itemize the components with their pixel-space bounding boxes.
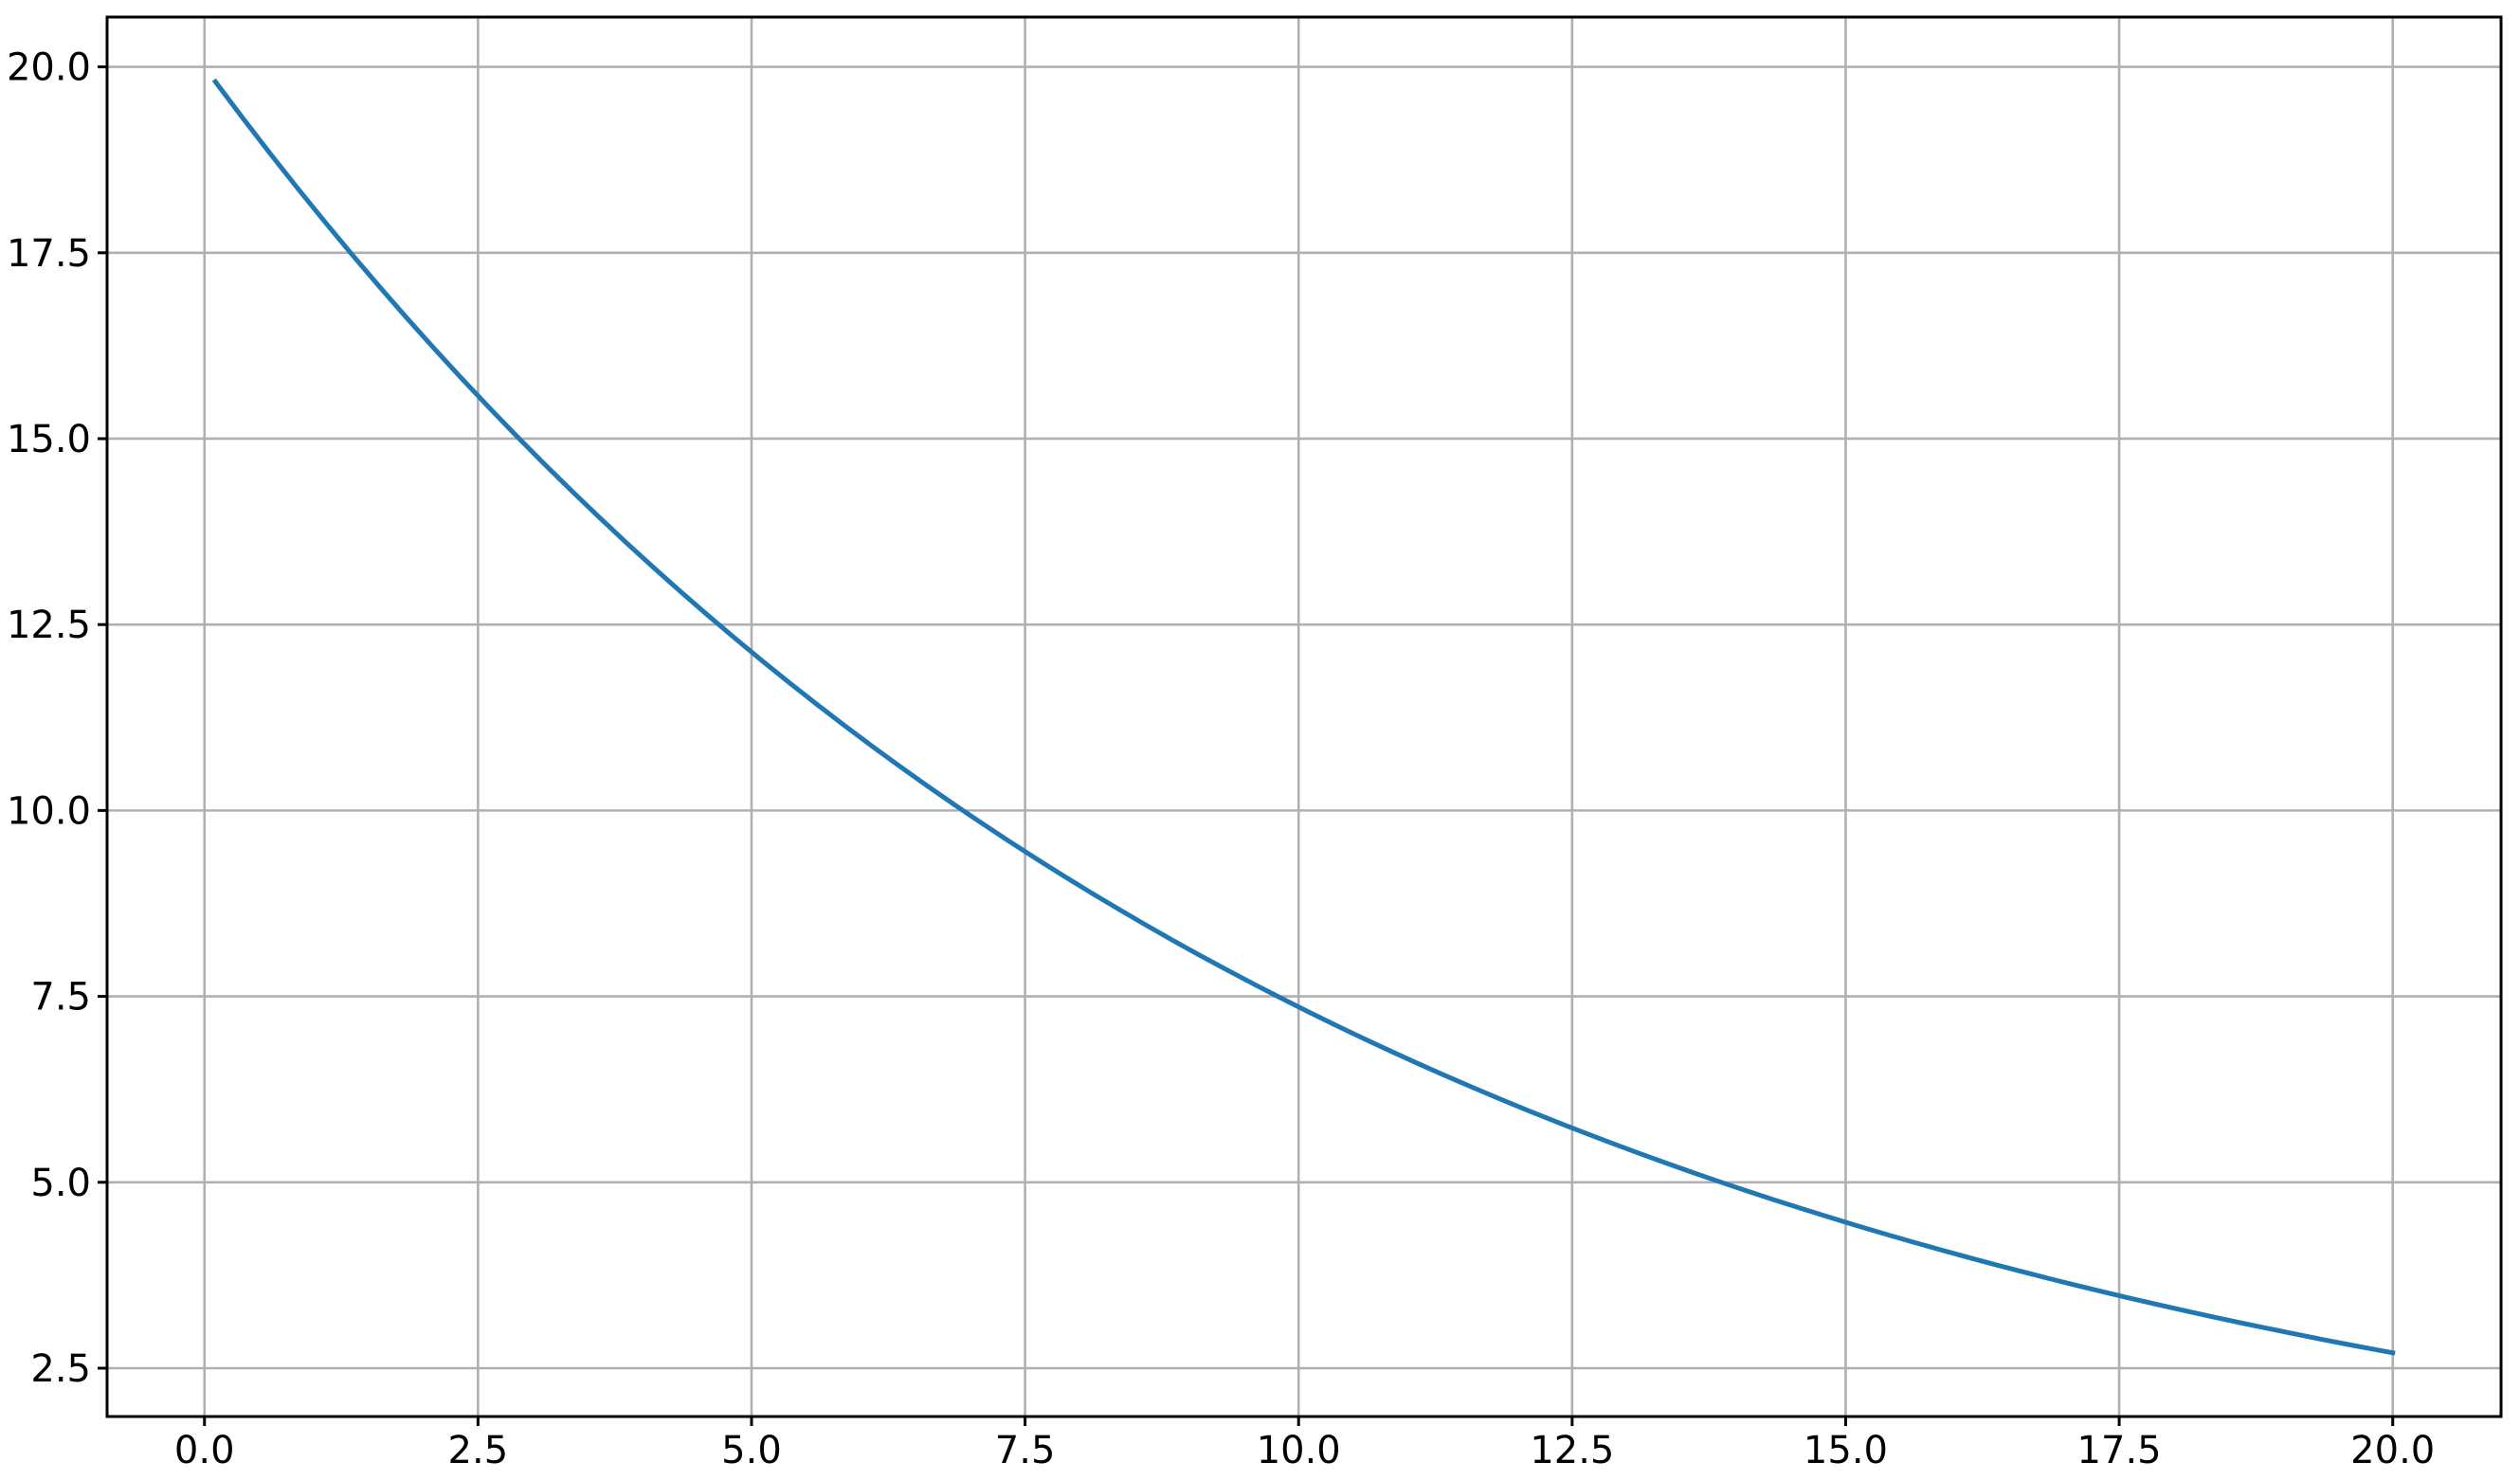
decay-curve [211, 78, 2396, 1356]
y-tick-label: 5.0 [30, 1162, 91, 1205]
x-tick-label: 15.0 [1804, 1429, 1888, 1472]
x-tick-label: 12.5 [1530, 1429, 1614, 1472]
x-tick-label: 0.0 [174, 1429, 235, 1472]
y-tick-label: 12.5 [7, 604, 91, 647]
y-tick-label: 10.0 [7, 789, 91, 833]
x-tick-label: 20.0 [2350, 1429, 2435, 1472]
y-tick-label: 7.5 [30, 976, 91, 1020]
y-tick-label: 15.0 [7, 418, 91, 461]
y-tick-label: 2.5 [30, 1347, 91, 1391]
x-tick-label: 5.0 [721, 1429, 782, 1472]
y-tick-label: 20.0 [7, 46, 91, 90]
plot-border [105, 15, 2503, 1418]
y-axis: 2.5 5.0 7.5 10.0 12.5 15.0 17.5 20.0 [7, 46, 107, 1391]
x-tick-label: 10.0 [1257, 1429, 1341, 1472]
x-tick-label: 7.5 [995, 1429, 1056, 1472]
y-tick-label: 17.5 [7, 232, 91, 276]
x-tick-label: 17.5 [2077, 1429, 2162, 1472]
x-axis: 0.0 2.5 5.0 7.5 10.0 12.5 15.0 17.5 20.0 [174, 1417, 2435, 1472]
x-tick-label: 2.5 [448, 1429, 509, 1472]
grid-layer [107, 17, 2501, 1417]
